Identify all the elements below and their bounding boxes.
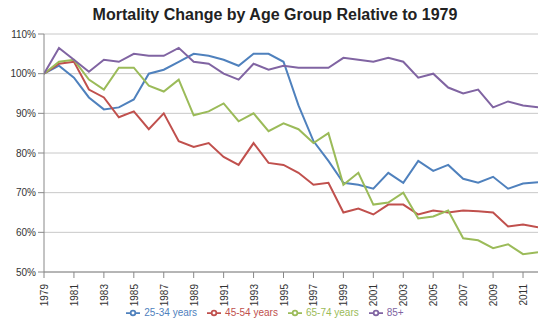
html-text:Mortality Change by Age Group: Mortality Change by Age Group Relative t… (92, 6, 458, 23)
svg-text:2007: 2007 (458, 284, 469, 307)
svg-text:2011: 2011 (518, 284, 529, 306)
svg-text:110%: 110% (11, 30, 36, 40)
svg-text:2009: 2009 (488, 284, 499, 307)
svg-text:80%: 80% (16, 148, 36, 159)
html-text:85+: 85+ (386, 306, 404, 318)
svg-text:1981: 1981 (69, 284, 80, 307)
html-text:65-74 years: 65-74 years (305, 306, 359, 318)
html-text:25-34 years: 25-34 years (144, 306, 198, 318)
svg-text:70%: 70% (16, 187, 36, 198)
svg-text:100%: 100% (10, 68, 36, 79)
svg-text:90%: 90% (16, 108, 36, 119)
svg-text:1989: 1989 (189, 284, 200, 307)
svg-text:60%: 60% (16, 227, 36, 238)
svg-text:1999: 1999 (338, 284, 349, 307)
svg-text:50%: 50% (16, 267, 36, 278)
svg-text:1993: 1993 (249, 284, 260, 307)
svg-text:1985: 1985 (129, 284, 140, 307)
svg-text:1997: 1997 (308, 284, 319, 307)
svg-text:2001: 2001 (368, 284, 379, 307)
html-text:45-54 years: 45-54 years (225, 306, 278, 318)
svg-text:1979: 1979 (39, 284, 50, 307)
svg-text:1987: 1987 (159, 284, 170, 307)
svg-text:2005: 2005 (428, 284, 439, 307)
svg-text:1983: 1983 (99, 284, 110, 307)
svg-text:1991: 1991 (219, 284, 230, 307)
svg-text:2003: 2003 (398, 284, 409, 307)
svg-text:1995: 1995 (279, 284, 290, 307)
